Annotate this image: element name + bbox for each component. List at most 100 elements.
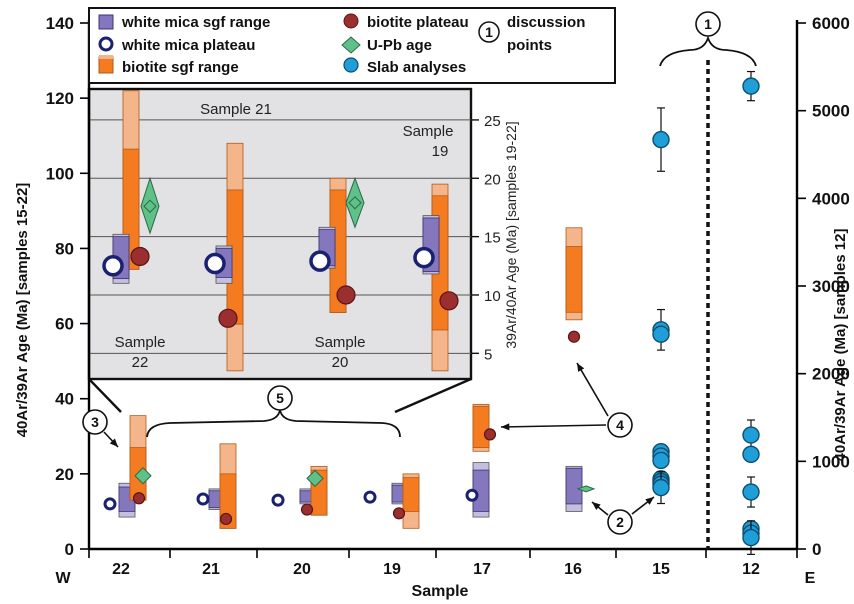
white-mica-plateau-point [102,255,124,277]
x-tick-label: 22 [112,561,130,578]
biotite-plateau-point [336,285,356,305]
y-axis-label-right: 40Ar/39Ar Age (Ma) [samples 12] [832,229,849,462]
biotite-plateau-point [439,291,459,311]
x-ticks: 22 21 20 19 17 16 15 12 [88,549,798,578]
left-ticks: 0 20 40 60 80 100 120 140 [46,14,89,559]
inset-u-pb-diamond [348,196,362,210]
right-tick-label: 3000 [812,277,850,296]
u-pb-diamond [134,467,152,485]
right-tick-label: 0 [812,540,821,559]
y-axis-label-left: 40Ar/39Ar Age (Ma) [samples 15-22] [14,183,31,438]
zoom-line-right [394,377,472,414]
biotite-plateau-point [219,512,233,526]
inset-sample-label: Sample 21 [200,101,272,118]
callout-circle [607,412,633,438]
inset-sample-label: 20 [332,354,349,371]
callout-number: 2 [616,514,624,530]
inset-tick-label: 10 [484,288,501,305]
biotite-range-inner [472,405,490,448]
inset-tick-label: 25 [484,113,501,130]
white-mica-plateau-point [204,252,226,275]
white-mica-plateau-point [196,492,210,506]
legend-label: Slab analyses [367,59,466,76]
u-pb-diamond [576,485,596,493]
callout-number: 3 [91,414,99,430]
callouts: 1 5 3 4 2 [82,11,757,535]
left-tick-label: 100 [46,164,74,183]
zoom-line-left [88,378,122,413]
white-mica-plateau-point [413,246,435,269]
callout-arrowhead [645,497,654,505]
slab-data [652,70,760,555]
legend-biotite-swatch [98,56,114,74]
white-mica-plateau-point [465,488,479,502]
callout-arrow [500,424,607,428]
callout-circle [82,409,108,435]
callout-arrowhead [501,423,510,431]
white-mica-plateau-point [103,497,117,511]
biotite-plateau-point [300,503,314,516]
x-tick-label: 20 [293,561,311,578]
inset-tick-label: 5 [484,346,492,363]
white-mica-plateau-point [271,493,285,507]
biotite-plateau-point [483,428,497,441]
right-ticks: 0 1000 2000 3000 4000 5000 6000 [797,14,850,559]
slab-analysis-point [742,483,760,501]
biotite-plateau-point [392,507,406,520]
legend-label: U-Pb age [367,37,432,54]
x-tick-label: 12 [742,561,760,578]
left-tick-label: 80 [55,239,74,258]
legend-label: white mica plateau [121,37,255,54]
slab-analysis-point [652,325,670,343]
left-tick-label: 120 [46,89,74,108]
right-tick-label: 4000 [812,189,850,208]
slab-analysis-point [652,451,670,470]
x-tick-label: 15 [652,561,670,578]
legend-u-pb-marker [341,36,361,54]
callout-number: 4 [616,417,624,433]
slab-analysis-point [742,528,760,547]
callout-brace [659,35,757,67]
white-mica-plateau-point [309,250,331,272]
legend-label: biotite plateau [367,14,469,31]
white-mica-range-inner [565,467,583,505]
left-tick-label: 0 [65,540,74,559]
u-pb-diamond [306,469,324,488]
left-tick-label: 40 [55,390,74,409]
inset-panel [87,87,473,381]
legend-label: discussion [507,14,585,31]
inset-data: Sample 22 Sample 21 Sample 20 Sample 19 [102,90,459,372]
biotite-plateau-point [132,492,146,505]
legend-white-mica-swatch [98,14,114,30]
callout-arrowhead [577,363,585,372]
slab-analysis-point [742,445,760,464]
callout-arrow [576,362,609,417]
right-tick-label: 6000 [812,14,850,33]
legend-discussion-marker [478,21,500,43]
left-tick-label: 140 [46,14,74,33]
main-data [103,227,596,529]
left-tick-label: 20 [55,465,74,484]
legend-label: points [507,37,552,54]
callout-circle [607,509,633,535]
legend-slab-marker [343,57,359,73]
callout-number: 1 [704,16,712,32]
legend-label: biotite sgf range [122,59,239,76]
inset-gridlines: 5 10 15 20 25 [89,113,501,363]
x-axis-label: Sample [412,583,469,600]
callout-arrowhead [592,502,601,510]
right-tick-label: 2000 [812,365,850,384]
inset-tick-label: 20 [484,171,501,188]
legend-white-mica-plateau-marker [98,36,114,52]
biotite-plateau-point [130,246,150,267]
x-tick-label: 16 [564,561,582,578]
inset-sample-label: 19 [432,143,449,160]
legend-discussion-number: 1 [485,24,493,40]
slab-analysis-point [742,426,760,444]
inset-sample-label: Sample [315,334,366,351]
slab-analysis-point [742,77,760,95]
x-tick-label: 19 [383,561,401,578]
right-tick-label: 1000 [812,452,850,471]
slab-analysis-point [652,130,670,149]
